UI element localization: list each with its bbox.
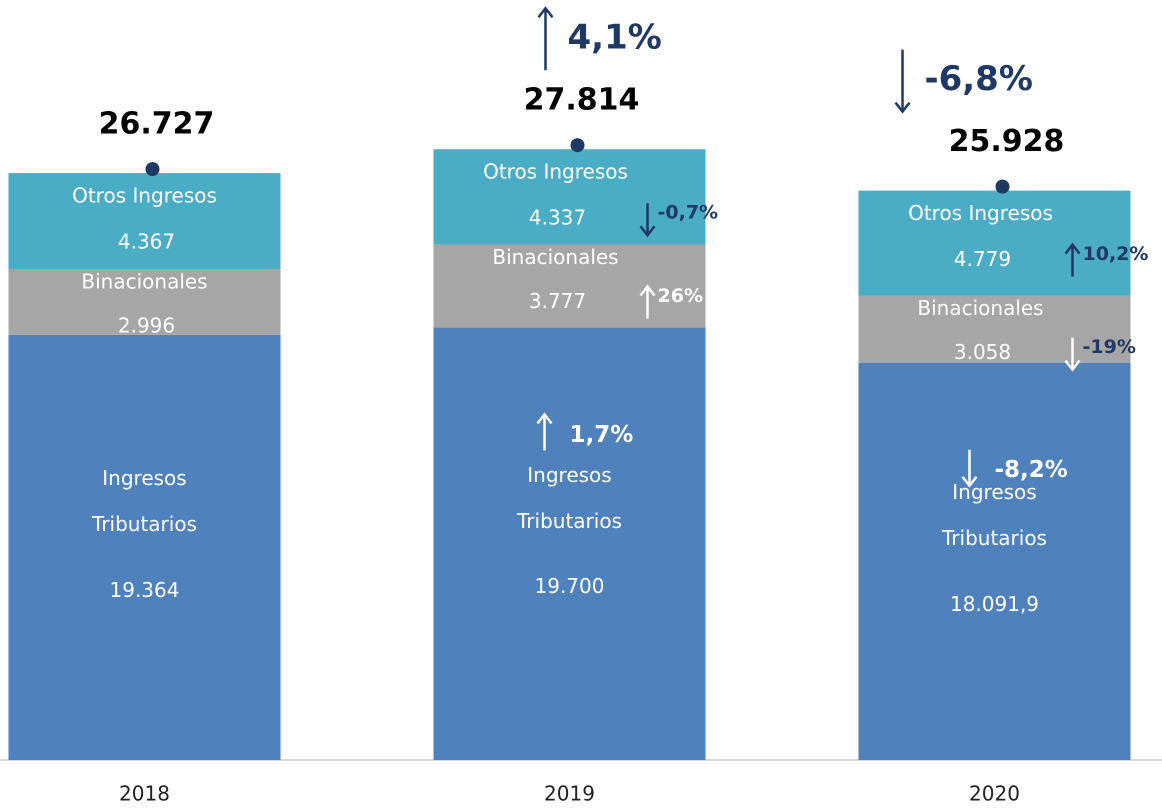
total-change-label: -6,8% [925, 59, 1033, 99]
change-label: 26% [658, 285, 703, 307]
bar-segment [858, 295, 1131, 363]
x-tick-label: 2018 [119, 782, 170, 806]
total-label: 27.814 [524, 83, 640, 118]
bar-segment [8, 173, 281, 269]
x-tick-label: 2020 [969, 782, 1020, 806]
segment-value: 19.364 [110, 578, 180, 602]
change-arrow [536, 412, 553, 451]
total-label: 25.928 [949, 124, 1065, 159]
total-change-arrow [894, 49, 911, 114]
segment-value: 18.091,9 [950, 592, 1039, 616]
segment-name: Ingresos Tributarios [517, 462, 622, 533]
bar-segment [433, 327, 706, 760]
change-label: 10,2% [1083, 243, 1149, 265]
segment-name: Otros Ingresos [908, 201, 1053, 225]
change-label: -0,7% [658, 202, 719, 224]
segment-value: 3.777 [529, 289, 586, 313]
total-change-label: 4,1% [568, 18, 662, 58]
segment-value: 2.996 [118, 313, 175, 337]
segment-value: 4.337 [529, 206, 586, 230]
change-arrow [639, 284, 656, 319]
total-marker [995, 179, 1010, 194]
total-marker [145, 162, 160, 177]
change-arrow [1064, 337, 1081, 372]
segment-label-box: Ingresos Tributarios [517, 462, 622, 533]
segment-value: 4.779 [954, 247, 1011, 271]
change-arrow [1064, 242, 1081, 277]
bar-segment [8, 268, 281, 335]
change-arrow [961, 449, 978, 488]
segment-name: Otros Ingresos [483, 160, 628, 184]
change-label: 1,7% [570, 422, 634, 448]
segment-value: 3.058 [954, 340, 1011, 364]
total-change-arrow [537, 6, 554, 71]
segment-name: Binacionales [81, 269, 207, 293]
bar-segment [8, 334, 281, 760]
bar-segment [858, 362, 1131, 760]
bar-segment [858, 190, 1131, 296]
bar-segment [433, 149, 706, 245]
segment-value: 19.700 [535, 574, 605, 598]
change-label: -8,2% [995, 457, 1068, 483]
segment-name: Binacionales [917, 296, 1043, 320]
change-label: -19% [1083, 336, 1136, 358]
x-tick-label: 2019 [544, 782, 595, 806]
segment-name: Binacionales [492, 245, 618, 269]
total-marker [570, 138, 585, 153]
change-arrow [639, 203, 656, 238]
bar-segment [433, 244, 706, 328]
segment-value: 4.367 [118, 230, 175, 254]
segment-name: Ingresos Tributarios [942, 480, 1047, 551]
segment-label-box: Ingresos Tributarios [942, 480, 1047, 551]
segment-label-box: Ingresos Tributarios [92, 466, 197, 537]
segment-name: Ingresos Tributarios [92, 466, 197, 537]
total-label: 26.727 [99, 107, 215, 142]
segment-name: Otros Ingresos [72, 184, 217, 208]
